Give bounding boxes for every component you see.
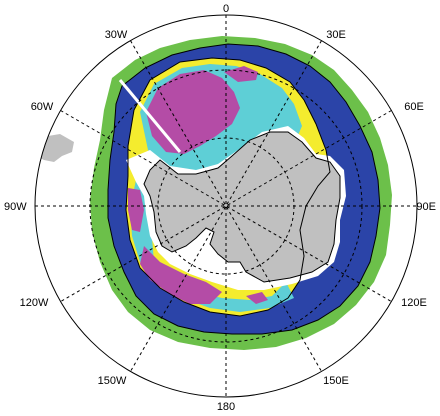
lon-label-0: 0 xyxy=(223,3,229,15)
lon-label-60e: 60E xyxy=(404,101,424,113)
lon-label-150w: 150W xyxy=(98,375,127,387)
lon-label-30e: 30E xyxy=(326,29,346,41)
south-america-tip xyxy=(35,134,74,162)
lon-label-30w: 30W xyxy=(105,29,128,41)
lon-label-90e: 90E xyxy=(416,201,436,213)
lon-label-60w: 60W xyxy=(31,101,54,113)
lon-label-120e: 120E xyxy=(401,297,427,309)
track-line xyxy=(118,79,182,153)
lon-label-150e: 150E xyxy=(323,375,349,387)
longitude-labels: 0 180 90W 90E 30W 60W 30E 60E 120W 150W … xyxy=(4,3,436,413)
band-magenta xyxy=(128,66,268,304)
map-boundary xyxy=(34,14,418,398)
graticule xyxy=(35,15,417,397)
lon-label-180: 180 xyxy=(217,401,235,413)
lon-label-120w: 120W xyxy=(20,297,49,309)
map-content xyxy=(35,36,392,350)
antarctica-landmass xyxy=(144,132,340,282)
lon-label-90w: 90W xyxy=(4,201,27,213)
